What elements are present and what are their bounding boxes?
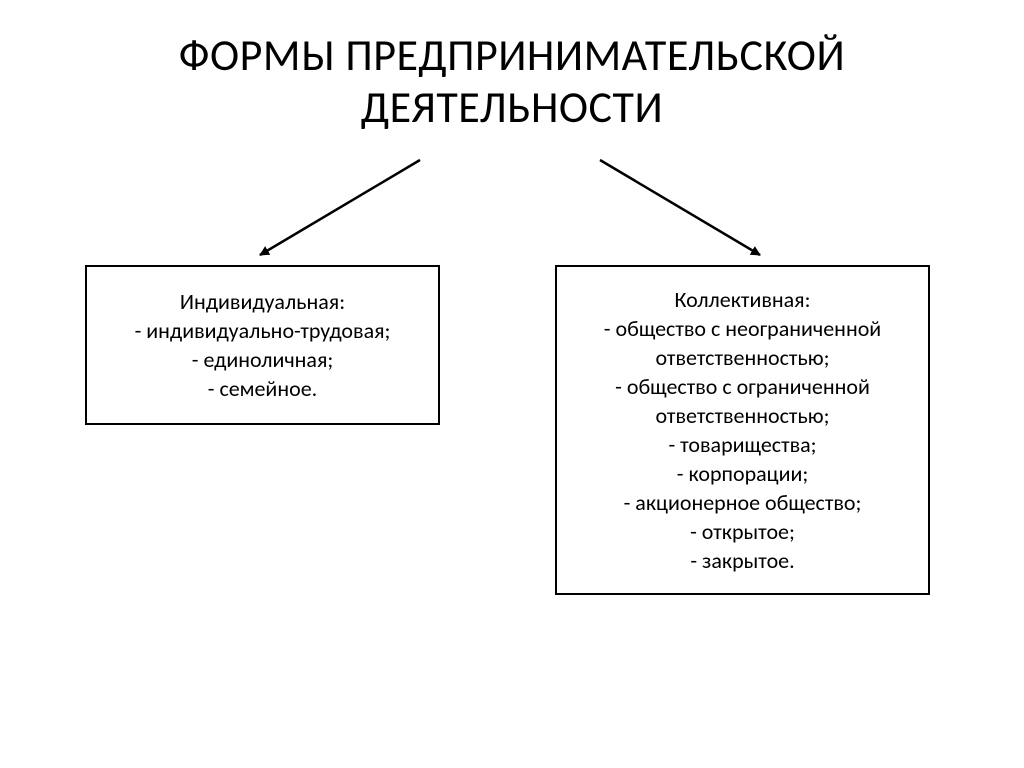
box-right-item: ответственностью; [567, 401, 918, 430]
box-left-item: - индивидуально-трудовая; [97, 316, 428, 345]
box-right-item: ответственностью; [567, 343, 918, 372]
box-right-item: - акционерное общество; [567, 488, 918, 517]
box-right-item: - общество с неограниченной [567, 314, 918, 343]
box-right: Коллективная: - общество с неограниченно… [555, 265, 930, 595]
box-left: Индивидуальная: - индивидуально-трудовая… [85, 265, 440, 425]
box-right-item: - общество с ограниченной [567, 372, 918, 401]
slide: ФОРМЫ ПРЕДПРИНИМАТЕЛЬСКОЙ ДЕЯТЕЛЬНОСТИ И… [0, 0, 1024, 768]
box-right-item: - закрытое. [567, 546, 918, 575]
box-right-item: - корпорации; [567, 459, 918, 488]
box-left-header: Индивидуальная: [97, 287, 428, 316]
arrow-right-line [600, 160, 760, 255]
box-left-item: - единоличная; [97, 345, 428, 374]
box-right-item: - товарищества; [567, 430, 918, 459]
box-right-header: Коллективная: [567, 285, 918, 314]
box-left-item: - семейное. [97, 374, 428, 403]
box-right-item: - открытое; [567, 517, 918, 546]
